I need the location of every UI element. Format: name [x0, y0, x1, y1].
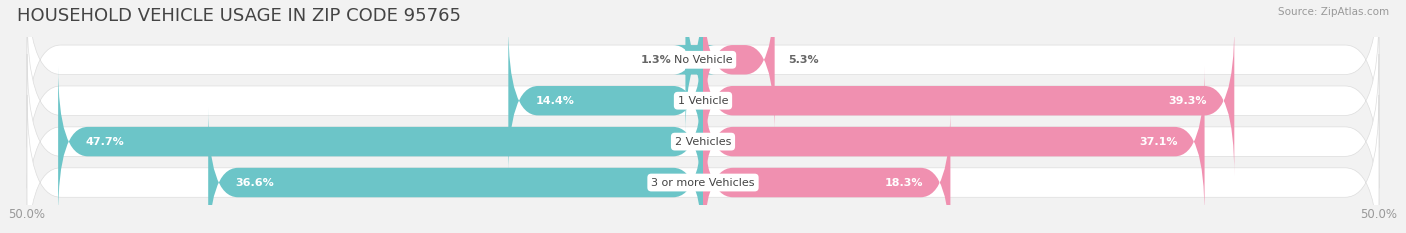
Text: 5.3%: 5.3% — [789, 55, 818, 65]
Text: 39.3%: 39.3% — [1168, 96, 1208, 106]
Text: 14.4%: 14.4% — [536, 96, 574, 106]
FancyBboxPatch shape — [27, 54, 1379, 229]
Text: 18.3%: 18.3% — [884, 178, 924, 188]
Text: 2 Vehicles: 2 Vehicles — [675, 137, 731, 147]
FancyBboxPatch shape — [673, 0, 716, 135]
FancyBboxPatch shape — [703, 25, 1234, 176]
FancyBboxPatch shape — [703, 66, 1205, 217]
Text: Source: ZipAtlas.com: Source: ZipAtlas.com — [1278, 7, 1389, 17]
FancyBboxPatch shape — [208, 107, 703, 233]
FancyBboxPatch shape — [509, 25, 703, 176]
Text: 47.7%: 47.7% — [86, 137, 124, 147]
Text: No Vehicle: No Vehicle — [673, 55, 733, 65]
FancyBboxPatch shape — [27, 13, 1379, 188]
FancyBboxPatch shape — [58, 66, 703, 217]
FancyBboxPatch shape — [703, 0, 775, 135]
Text: 1 Vehicle: 1 Vehicle — [678, 96, 728, 106]
Text: 37.1%: 37.1% — [1139, 137, 1178, 147]
FancyBboxPatch shape — [27, 0, 1379, 147]
Text: 36.6%: 36.6% — [235, 178, 274, 188]
Text: 1.3%: 1.3% — [641, 55, 672, 65]
FancyBboxPatch shape — [703, 107, 950, 233]
Text: HOUSEHOLD VEHICLE USAGE IN ZIP CODE 95765: HOUSEHOLD VEHICLE USAGE IN ZIP CODE 9576… — [17, 7, 461, 25]
Text: 3 or more Vehicles: 3 or more Vehicles — [651, 178, 755, 188]
FancyBboxPatch shape — [27, 95, 1379, 233]
